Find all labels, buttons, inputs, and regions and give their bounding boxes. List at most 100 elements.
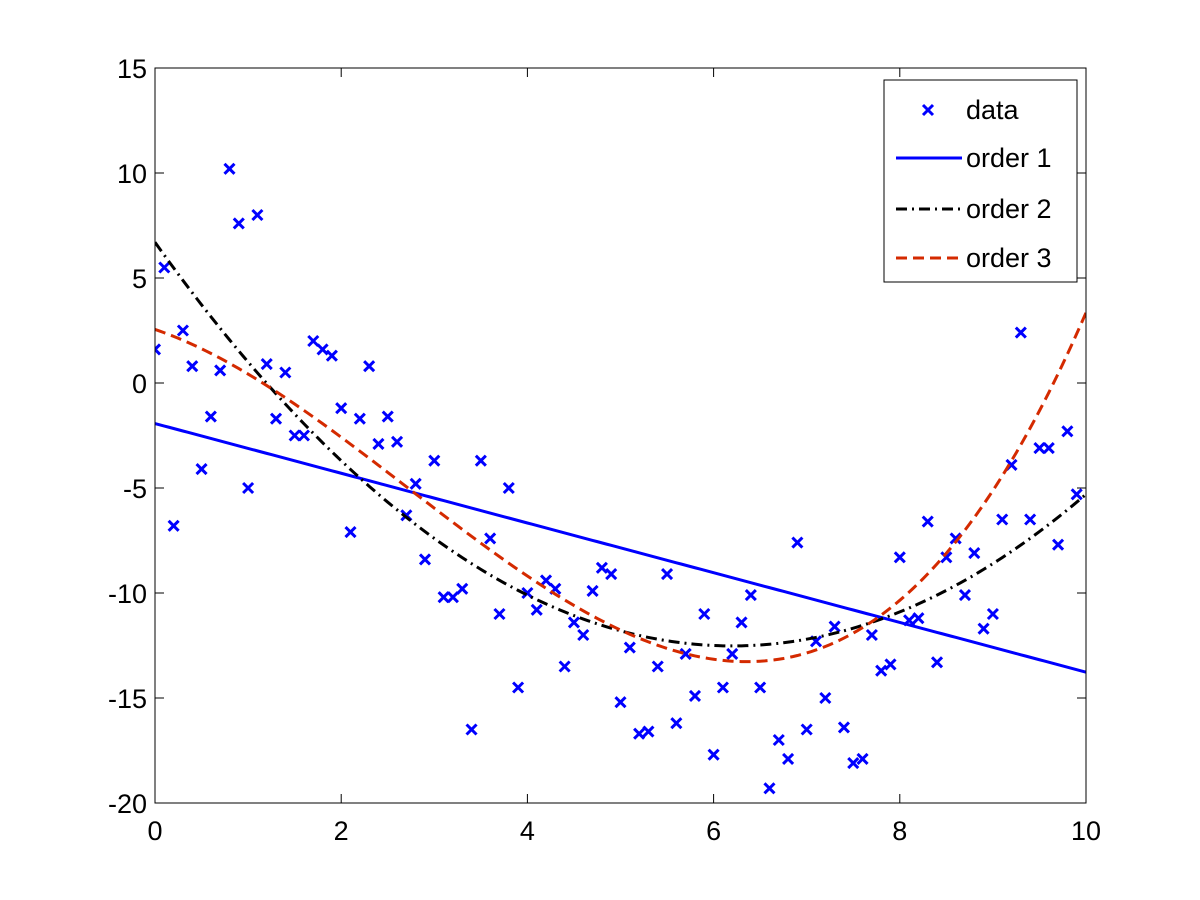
data-point xyxy=(763,782,776,795)
data-point xyxy=(688,689,702,702)
data-point xyxy=(670,717,683,730)
data-point xyxy=(344,526,357,539)
x-tick-label: 4 xyxy=(520,816,535,846)
data-point xyxy=(623,641,636,654)
legend-label-data: data xyxy=(966,95,1020,125)
data-point xyxy=(819,691,832,705)
data-point xyxy=(437,591,450,604)
data-point xyxy=(1033,442,1046,455)
data-point xyxy=(744,589,757,602)
data-point xyxy=(297,429,311,442)
legend-box xyxy=(883,79,1078,283)
legend-marker-data xyxy=(921,103,935,117)
data-point xyxy=(605,568,618,581)
data-point xyxy=(214,364,227,377)
fit-line-order-3 xyxy=(155,312,1086,664)
tick-labels-layer: 0 2 4 6 8 10 15 10 5 0 -5 -10 -15 -20 xyxy=(108,54,1101,846)
data-point xyxy=(456,582,469,595)
data-point xyxy=(968,547,981,560)
series-data xyxy=(155,162,1083,795)
data-point xyxy=(372,437,385,450)
data-point xyxy=(465,723,478,736)
data-point xyxy=(493,607,506,621)
series-order-1 xyxy=(155,422,1086,674)
data-point xyxy=(921,515,934,528)
data-point xyxy=(521,586,534,600)
fit-line-order-1 xyxy=(155,422,1086,674)
data-point xyxy=(837,721,851,734)
data-point xyxy=(577,628,590,642)
y-tick-label: -10 xyxy=(108,579,147,609)
x-tick-label: 0 xyxy=(147,816,162,846)
data-point xyxy=(791,536,804,549)
data-point xyxy=(251,208,264,222)
y-tick-label: 15 xyxy=(117,54,147,84)
data-point xyxy=(884,658,897,671)
data-point xyxy=(1052,538,1065,551)
data-point xyxy=(996,513,1009,526)
data-point xyxy=(875,664,888,677)
data-point xyxy=(977,622,990,635)
data-point xyxy=(698,607,711,621)
data-point xyxy=(307,334,320,348)
series-order-2 xyxy=(155,241,1086,648)
data-point xyxy=(428,454,441,467)
data-point xyxy=(726,647,739,660)
data-point xyxy=(502,481,515,495)
legend-swatches xyxy=(896,103,962,260)
data-point xyxy=(158,261,171,274)
y-tick-label: -15 xyxy=(108,684,147,714)
data-point xyxy=(614,696,627,709)
y-tick-label: 5 xyxy=(132,264,147,294)
data-point xyxy=(167,519,180,532)
data-point xyxy=(865,628,878,642)
legend-label-order-1: order 1 xyxy=(966,143,1052,173)
data-point xyxy=(539,574,553,587)
data-point xyxy=(390,435,404,448)
data-point xyxy=(269,412,283,425)
data-point xyxy=(316,343,329,356)
data-point xyxy=(1061,425,1074,438)
data-point xyxy=(828,620,841,633)
data-point xyxy=(651,660,664,673)
data-point xyxy=(186,360,199,373)
data-point xyxy=(958,589,972,602)
data-point xyxy=(418,553,432,566)
x-tick-label: 10 xyxy=(1071,816,1101,846)
data-point xyxy=(567,616,581,629)
data-point xyxy=(716,681,729,694)
data-point xyxy=(1070,488,1083,501)
data-point xyxy=(381,410,394,423)
data-point xyxy=(633,727,646,740)
data-point xyxy=(754,681,767,694)
data-point xyxy=(856,752,869,765)
data-point xyxy=(288,429,301,442)
data-point xyxy=(242,481,255,495)
data-point xyxy=(409,477,422,490)
data-point xyxy=(474,454,487,467)
legend-label-order-2: order 2 xyxy=(966,194,1052,224)
data-point xyxy=(679,647,692,660)
data-point xyxy=(279,366,292,379)
data-point xyxy=(335,402,348,415)
y-tick-label: -5 xyxy=(123,474,147,504)
data-point xyxy=(595,561,608,574)
x-tick-label: 8 xyxy=(892,816,907,846)
legend: data order 1 order 2 order 3 xyxy=(883,79,1078,283)
data-point xyxy=(707,748,720,761)
y-tick-label: 0 xyxy=(132,369,147,399)
data-point xyxy=(1014,326,1027,339)
data-point xyxy=(930,656,944,669)
data-point xyxy=(353,412,366,425)
y-tick-label: 10 xyxy=(117,159,147,189)
data-point xyxy=(325,349,338,362)
data-point xyxy=(1042,442,1055,455)
data-point xyxy=(155,343,162,356)
series-layer xyxy=(155,162,1086,795)
data-point xyxy=(232,217,245,230)
data-point xyxy=(446,591,459,604)
data-point xyxy=(363,360,376,373)
data-point xyxy=(195,463,208,476)
data-point xyxy=(204,410,217,423)
